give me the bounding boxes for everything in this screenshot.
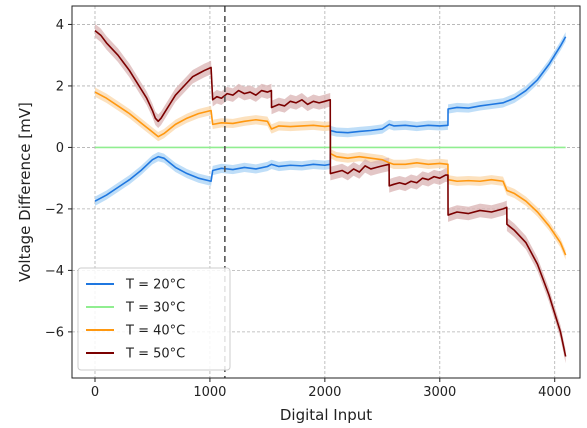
x-tick-label: 1000 — [193, 385, 226, 400]
legend: T = 20°C T = 30°C T = 40°C T = 50°C — [77, 267, 231, 371]
y-tick-label: 0 — [56, 141, 64, 156]
line-series-4 — [94, 29, 567, 357]
y-tick-label: −6 — [45, 325, 64, 340]
plot-frame — [71, 5, 581, 379]
legend-label-2: T = 30°C — [125, 301, 185, 316]
legend-label-3: T = 40°C — [125, 324, 185, 339]
x-tick-label: 0 — [91, 385, 99, 400]
legend-box — [77, 267, 231, 371]
y-tick-label: 2 — [56, 79, 64, 94]
x-axis-ticks: 0 1000 2000 3000 4000 — [91, 378, 571, 400]
y-tick-label: −2 — [45, 202, 64, 217]
y-tick-label: −4 — [45, 264, 64, 279]
x-tick-label: 3000 — [423, 385, 456, 400]
y-axis-ticks: −6 −4 −2 0 2 4 — [45, 18, 72, 340]
series-lines — [94, 29, 567, 357]
legend-label-4: T = 50°C — [125, 347, 185, 362]
legend-label-1: T = 20°C — [125, 278, 185, 293]
x-axis-label: Digital Input — [280, 406, 372, 424]
y-axis-label: Voltage Difference [mV] — [16, 102, 34, 282]
x-tick-label: 2000 — [308, 385, 341, 400]
y-tick-label: 4 — [56, 18, 64, 33]
x-tick-label: 4000 — [538, 385, 571, 400]
